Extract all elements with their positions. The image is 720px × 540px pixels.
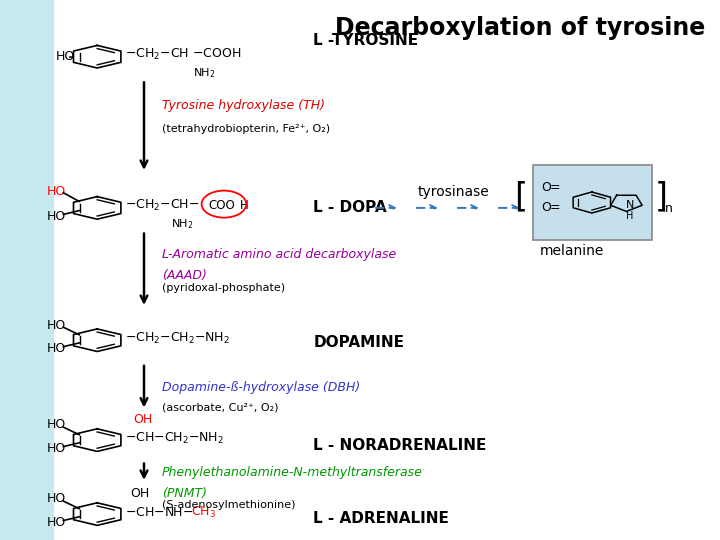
- Text: $-$CH$-$CH$_2$$-$NH$_2$: $-$CH$-$CH$_2$$-$NH$_2$: [125, 431, 223, 446]
- Text: DOPAMINE: DOPAMINE: [313, 335, 404, 350]
- Text: L - DOPA: L - DOPA: [313, 200, 387, 215]
- Text: CH$_3$: CH$_3$: [191, 505, 216, 520]
- Text: NH$_2$: NH$_2$: [171, 217, 194, 231]
- Text: =: =: [550, 201, 561, 214]
- Text: Tyrosine hydroxylase (TH): Tyrosine hydroxylase (TH): [162, 99, 325, 112]
- Text: HO: HO: [55, 50, 75, 63]
- Text: H: H: [240, 199, 248, 212]
- Text: HO: HO: [47, 492, 66, 505]
- Text: Dopamine-ß-hydroxylase (DBH): Dopamine-ß-hydroxylase (DBH): [162, 381, 360, 394]
- Text: HO: HO: [47, 418, 66, 431]
- Text: $-$CH$_2$$-$CH $-$COOH: $-$CH$_2$$-$CH $-$COOH: [125, 46, 241, 62]
- Text: H: H: [626, 211, 634, 221]
- Text: (ascorbate, Cu²⁺, O₂): (ascorbate, Cu²⁺, O₂): [162, 403, 279, 413]
- Text: tyrosinase: tyrosinase: [418, 185, 490, 199]
- Text: HO: HO: [47, 442, 66, 455]
- Text: (AAAD): (AAAD): [162, 269, 207, 282]
- Text: HO: HO: [47, 516, 66, 529]
- Text: COO: COO: [208, 199, 235, 212]
- Text: melanine: melanine: [540, 244, 605, 258]
- Text: O: O: [541, 181, 552, 194]
- Text: HO: HO: [47, 342, 66, 355]
- Text: O: O: [541, 201, 552, 214]
- Text: [: [: [514, 180, 527, 214]
- Text: ]: ]: [655, 180, 668, 214]
- Text: (pyridoxal-phosphate): (pyridoxal-phosphate): [162, 284, 285, 293]
- Text: n: n: [665, 202, 672, 215]
- Text: $-$CH$-$NH$-$: $-$CH$-$NH$-$: [125, 506, 193, 519]
- Text: OH: OH: [133, 413, 153, 426]
- Text: =: =: [550, 181, 561, 194]
- Text: L - ADRENALINE: L - ADRENALINE: [313, 511, 449, 526]
- Text: OH: OH: [130, 487, 150, 500]
- Text: Decarboxylation of tyrosine: Decarboxylation of tyrosine: [336, 16, 706, 40]
- Text: (S-adenosylmethionine): (S-adenosylmethionine): [162, 500, 295, 510]
- Text: (tetrahydrobiopterin, Fe²⁺, O₂): (tetrahydrobiopterin, Fe²⁺, O₂): [162, 124, 330, 133]
- Text: NH$_2$: NH$_2$: [193, 66, 215, 80]
- Text: N: N: [626, 200, 634, 210]
- Text: $-$CH$_2$$-$CH$-$: $-$CH$_2$$-$CH$-$: [125, 198, 199, 213]
- Text: (PNMT): (PNMT): [162, 487, 207, 500]
- Text: L -TYROSINE: L -TYROSINE: [313, 33, 418, 48]
- Text: $-$CH$_2$$-$CH$_2$$-$NH$_2$: $-$CH$_2$$-$CH$_2$$-$NH$_2$: [125, 331, 229, 346]
- Text: L-Aromatic amino acid decarboxylase: L-Aromatic amino acid decarboxylase: [162, 248, 396, 261]
- Bar: [0, 0, 54, 540]
- Text: HO: HO: [47, 210, 66, 222]
- Bar: [533, 165, 652, 240]
- Text: HO: HO: [47, 319, 66, 332]
- Text: Phenylethanolamine-N-methyltransferase: Phenylethanolamine-N-methyltransferase: [162, 466, 423, 479]
- Text: HO: HO: [47, 185, 66, 198]
- Text: L - NORADRENALINE: L - NORADRENALINE: [313, 438, 487, 453]
